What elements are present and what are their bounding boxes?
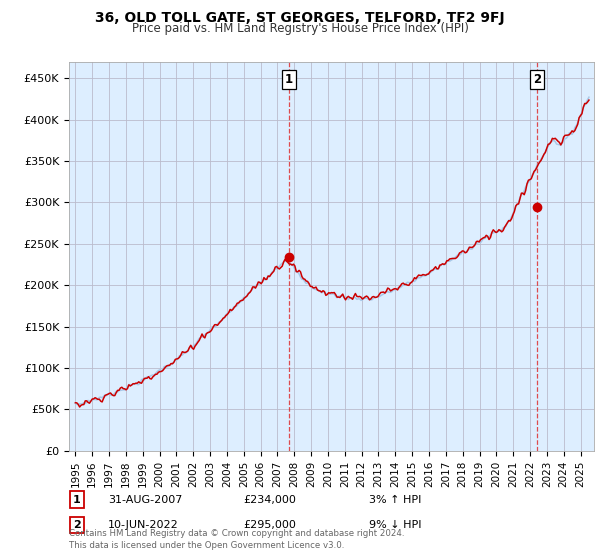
Text: 1: 1 bbox=[73, 494, 80, 505]
Text: 9% ↓ HPI: 9% ↓ HPI bbox=[369, 520, 421, 530]
Text: 10-JUN-2022: 10-JUN-2022 bbox=[108, 520, 179, 530]
Text: 31-AUG-2007: 31-AUG-2007 bbox=[108, 494, 182, 505]
Text: Price paid vs. HM Land Registry's House Price Index (HPI): Price paid vs. HM Land Registry's House … bbox=[131, 22, 469, 35]
Text: £295,000: £295,000 bbox=[243, 520, 296, 530]
Text: Contains HM Land Registry data © Crown copyright and database right 2024.
This d: Contains HM Land Registry data © Crown c… bbox=[69, 529, 404, 550]
Text: 1: 1 bbox=[284, 73, 293, 86]
Text: £234,000: £234,000 bbox=[243, 494, 296, 505]
Text: 3% ↑ HPI: 3% ↑ HPI bbox=[369, 494, 421, 505]
Text: 2: 2 bbox=[73, 520, 80, 530]
Text: 2: 2 bbox=[533, 73, 541, 86]
Text: 36, OLD TOLL GATE, ST GEORGES, TELFORD, TF2 9FJ: 36, OLD TOLL GATE, ST GEORGES, TELFORD, … bbox=[95, 11, 505, 25]
